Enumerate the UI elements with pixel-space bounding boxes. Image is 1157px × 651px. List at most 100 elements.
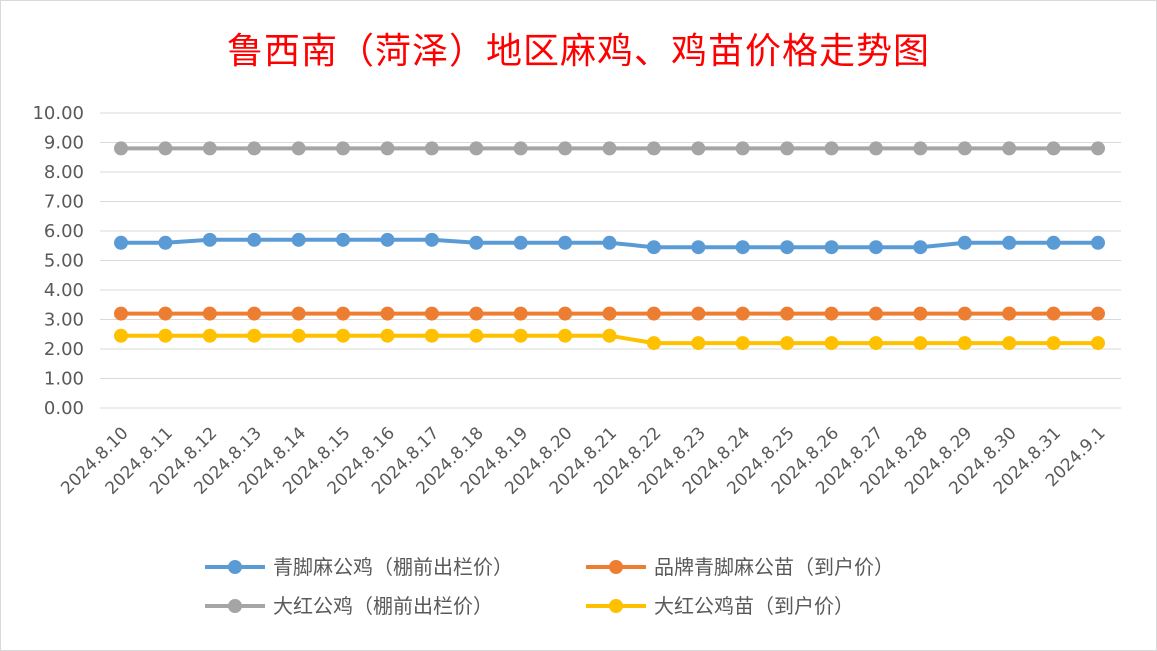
data-point xyxy=(1046,336,1061,351)
legend-swatch-marker xyxy=(228,560,242,574)
legend-label: 品牌青脚麻公苗（到户价） xyxy=(654,555,894,579)
data-point xyxy=(868,306,883,321)
data-point xyxy=(158,235,173,250)
data-point xyxy=(780,306,795,321)
data-point xyxy=(646,336,661,351)
data-point xyxy=(114,141,128,156)
data-point xyxy=(380,328,395,343)
data-point xyxy=(1002,235,1017,250)
data-point xyxy=(691,306,706,321)
y-tick-label: 5.00 xyxy=(44,251,84,272)
legend-label: 大红公鸡苗（到户价） xyxy=(654,594,854,618)
data-point xyxy=(158,328,173,343)
data-point xyxy=(735,306,750,321)
data-point xyxy=(1091,306,1105,321)
data-point xyxy=(824,336,839,351)
data-point xyxy=(735,336,750,351)
legend-swatch-marker xyxy=(609,599,623,613)
legend-label: 大红公鸡（棚前出栏价） xyxy=(273,594,493,618)
data-point xyxy=(1046,306,1061,321)
data-point xyxy=(247,141,262,156)
y-tick-label: 8.00 xyxy=(44,162,84,183)
data-point xyxy=(513,141,528,156)
data-point xyxy=(291,141,306,156)
data-point xyxy=(380,306,395,321)
data-point xyxy=(513,328,528,343)
y-tick-label: 0.00 xyxy=(44,398,84,419)
legend-label: 青脚麻公鸡（棚前出栏价） xyxy=(273,555,513,579)
data-point xyxy=(469,141,484,156)
data-point xyxy=(469,328,484,343)
data-point xyxy=(202,232,217,247)
data-point xyxy=(424,141,439,156)
data-point xyxy=(1002,141,1017,156)
data-point xyxy=(513,235,528,250)
data-point xyxy=(602,235,617,250)
y-tick-label: 2.00 xyxy=(44,339,84,360)
y-tick-label: 4.00 xyxy=(44,280,84,301)
data-point xyxy=(780,240,795,255)
data-point xyxy=(1002,336,1017,351)
y-tick-label: 1.00 xyxy=(44,369,84,390)
data-point xyxy=(868,336,883,351)
data-point xyxy=(735,240,750,255)
data-point xyxy=(336,232,351,247)
data-point xyxy=(513,306,528,321)
data-point xyxy=(602,141,617,156)
data-point xyxy=(158,141,173,156)
data-point xyxy=(336,306,351,321)
data-point xyxy=(824,306,839,321)
data-point xyxy=(247,306,262,321)
data-point xyxy=(691,336,706,351)
data-point xyxy=(291,232,306,247)
data-point xyxy=(558,141,573,156)
data-point xyxy=(602,328,617,343)
data-point xyxy=(202,328,217,343)
y-tick-label: 10.00 xyxy=(32,103,84,124)
data-point xyxy=(558,235,573,250)
data-point xyxy=(114,235,128,250)
data-point xyxy=(913,306,928,321)
data-point xyxy=(691,141,706,156)
data-point xyxy=(646,306,661,321)
data-point xyxy=(868,141,883,156)
data-point xyxy=(336,328,351,343)
data-point xyxy=(558,306,573,321)
data-point xyxy=(114,328,128,343)
data-point xyxy=(291,328,306,343)
y-tick-label: 3.00 xyxy=(44,310,84,331)
y-tick-label: 6.00 xyxy=(44,221,84,242)
data-point xyxy=(913,240,928,255)
data-point xyxy=(291,306,306,321)
data-point xyxy=(558,328,573,343)
data-point xyxy=(735,141,750,156)
data-point xyxy=(424,232,439,247)
data-point xyxy=(1091,141,1105,156)
y-tick-label: 9.00 xyxy=(44,133,84,154)
legend-swatch-marker xyxy=(228,599,242,613)
data-point xyxy=(780,336,795,351)
data-point xyxy=(380,232,395,247)
data-point xyxy=(424,328,439,343)
data-point xyxy=(824,141,839,156)
legend-swatch-marker xyxy=(609,560,623,574)
chart-title: 鲁西南（菏泽）地区麻鸡、鸡苗价格走势图 xyxy=(226,31,930,72)
data-point xyxy=(1091,235,1105,250)
data-point xyxy=(780,141,795,156)
data-point xyxy=(957,306,972,321)
data-point xyxy=(646,240,661,255)
data-point xyxy=(602,306,617,321)
data-point xyxy=(424,306,439,321)
data-point xyxy=(158,306,173,321)
data-point xyxy=(1002,306,1017,321)
data-point xyxy=(957,235,972,250)
data-point xyxy=(114,306,128,321)
data-point xyxy=(1046,235,1061,250)
data-point xyxy=(957,141,972,156)
data-point xyxy=(913,336,928,351)
data-point xyxy=(469,306,484,321)
data-point xyxy=(247,232,262,247)
data-point xyxy=(913,141,928,156)
